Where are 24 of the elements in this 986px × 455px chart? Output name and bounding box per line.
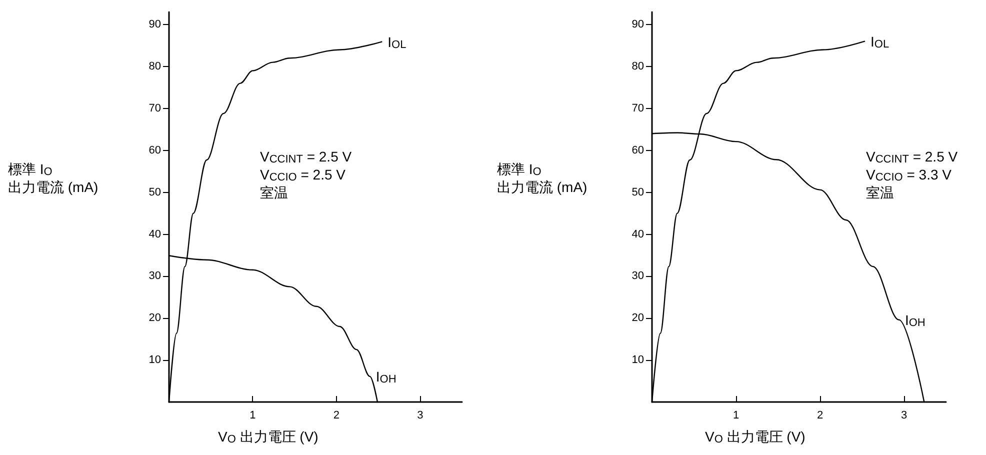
y-tick-label: 50 (632, 186, 644, 198)
y-tick-label: 60 (632, 144, 644, 156)
y-tick-label: 40 (632, 228, 644, 240)
x-tick-label: 2 (333, 410, 340, 422)
y-tick-label: 50 (148, 186, 161, 198)
x-tick-label: 1 (250, 410, 256, 422)
x-tick-label: 2 (816, 410, 824, 422)
y-tick-label: 70 (632, 102, 644, 114)
x-tick-label: 1 (732, 410, 740, 422)
x-tick-label: 3 (900, 410, 908, 422)
y-tick-label: 10 (632, 354, 644, 366)
y-tick-label: 20 (148, 312, 161, 324)
y-tick-label: 80 (148, 60, 161, 73)
y-tick-label: 20 (632, 312, 644, 324)
x-tick-label: 3 (417, 410, 424, 422)
y-tick-label: 10 (148, 354, 161, 366)
y-tick-label: 40 (148, 228, 161, 240)
y-tick-label: 80 (632, 60, 644, 73)
y-tick-label: 90 (632, 18, 644, 31)
y-tick-label: 30 (148, 270, 161, 282)
y-tick-label: 30 (632, 270, 644, 282)
y-tick-label: 90 (148, 18, 161, 31)
y-tick-label: 70 (148, 102, 161, 114)
y-tick-label: 60 (148, 144, 161, 156)
